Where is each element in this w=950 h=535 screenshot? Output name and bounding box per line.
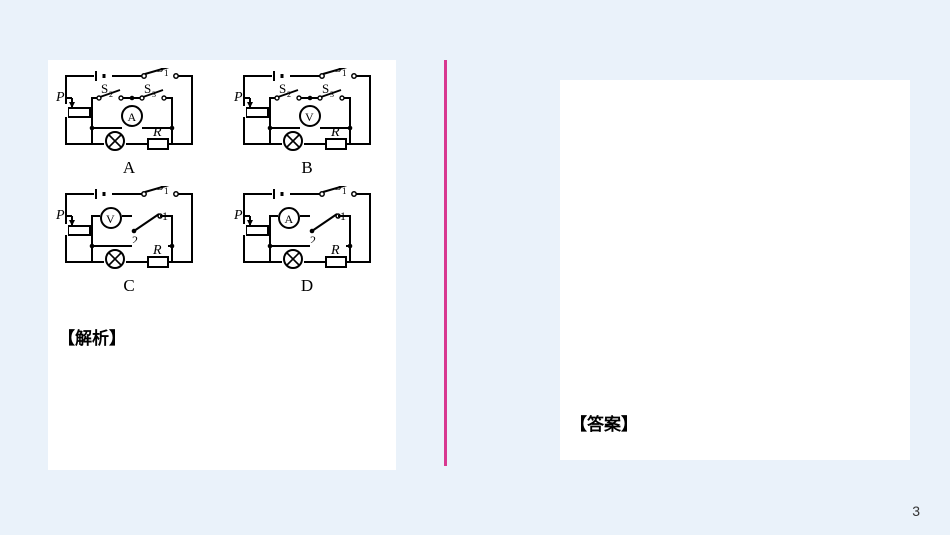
svg-text:3: 3 [152, 90, 156, 99]
column-divider [444, 60, 447, 466]
svg-text:1: 1 [164, 68, 169, 78]
svg-text:P: P [55, 90, 65, 105]
svg-text:S: S [279, 81, 286, 96]
circuit-diagram-grid: S 1 S 2 [54, 68, 390, 304]
page-number: 3 [912, 503, 920, 519]
diagram-label-c: C [54, 276, 204, 296]
svg-text:P: P [55, 208, 65, 223]
analysis-heading: 【解析】 [58, 324, 126, 349]
svg-text:S: S [334, 68, 342, 76]
diagram-label-a: A [54, 158, 204, 178]
svg-text:R: R [330, 125, 340, 140]
svg-text:R: R [152, 243, 162, 258]
svg-text:2: 2 [109, 90, 113, 99]
svg-text:S: S [156, 68, 164, 76]
svg-text:V: V [305, 110, 314, 124]
svg-text:1: 1 [342, 68, 347, 78]
svg-text:1: 1 [342, 186, 347, 196]
svg-text:1: 1 [164, 186, 169, 196]
answer-panel: 【答案】 [560, 80, 910, 460]
svg-text:S: S [334, 186, 342, 194]
svg-text:R: R [152, 125, 162, 140]
svg-text:3: 3 [330, 90, 334, 99]
circuit-diagram-c: S 1 V 1 2 [54, 186, 204, 296]
diagram-label-b: B [232, 158, 382, 178]
circuit-diagram-d: S 1 A 1 2 [232, 186, 382, 296]
svg-text:P: P [233, 90, 243, 105]
svg-text:S: S [101, 81, 108, 96]
circuit-diagram-b: S 1 S 2 S 3 [232, 68, 382, 178]
svg-text:V: V [106, 212, 115, 226]
svg-text:S: S [156, 186, 164, 194]
svg-text:2: 2 [287, 90, 291, 99]
answer-heading: 【答案】 [570, 410, 638, 435]
svg-text:S: S [144, 81, 151, 96]
svg-text:P: P [233, 208, 243, 223]
analysis-panel: S 1 S 2 [48, 60, 396, 470]
svg-text:R: R [330, 243, 340, 258]
svg-text:S: S [322, 81, 329, 96]
svg-text:A: A [128, 110, 137, 124]
circuit-diagram-a: S 1 S 2 [54, 68, 204, 178]
diagram-label-d: D [232, 276, 382, 296]
svg-text:A: A [285, 212, 294, 226]
